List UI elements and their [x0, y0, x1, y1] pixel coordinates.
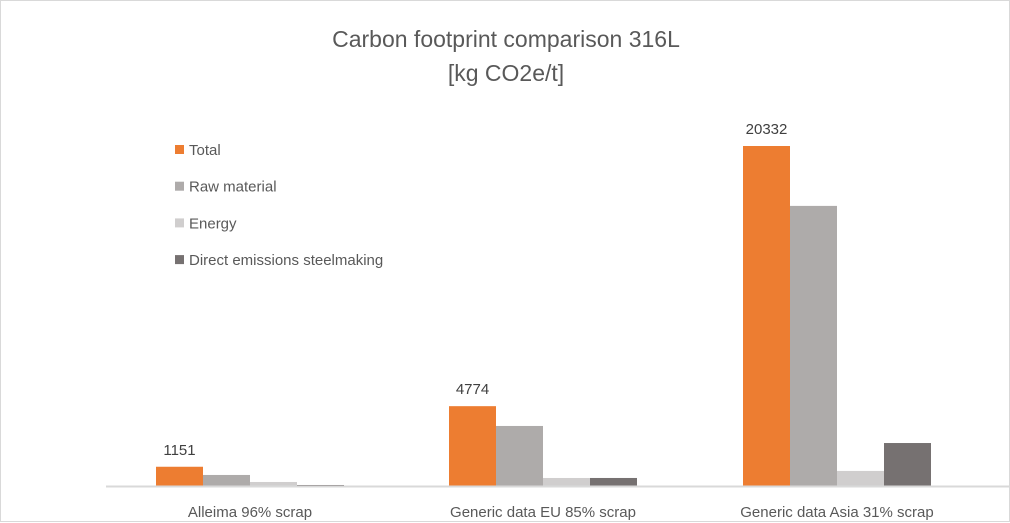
bar-energy — [250, 481, 297, 486]
x-tick-label: Generic data EU 85% scrap — [450, 504, 636, 521]
bar-direct-emissions-steelmaking — [590, 477, 637, 486]
legend-label: Energy — [189, 215, 237, 232]
legend-swatch — [175, 218, 184, 228]
bar-total — [743, 146, 790, 486]
bar-energy — [543, 477, 590, 486]
bar-direct-emissions-steelmaking — [884, 443, 931, 486]
legend-label: Raw material — [189, 179, 277, 196]
bar-raw-material — [203, 474, 250, 486]
bar-raw-material — [496, 425, 543, 486]
legend-label: Direct emissions steelmaking — [189, 252, 383, 269]
bar-energy — [837, 470, 884, 486]
bar-total — [449, 406, 496, 486]
bar-direct-emissions-steelmaking — [297, 484, 344, 486]
bar-total — [156, 466, 203, 486]
data-label: 20332 — [746, 121, 788, 138]
data-label: 1151 — [163, 442, 195, 459]
data-label: 4774 — [456, 381, 489, 398]
legend-swatch — [175, 255, 184, 265]
legend-swatch — [175, 181, 184, 191]
legend-swatch — [175, 145, 184, 154]
x-tick-label: Generic data Asia 31% scrap — [740, 504, 933, 521]
bar-raw-material — [790, 205, 837, 486]
x-tick-label: Alleima 96% scrap — [188, 504, 312, 521]
chart-subtitle: [kg CO2e/t] — [448, 60, 564, 86]
chart-title: Carbon footprint comparison 316L — [332, 26, 680, 52]
legend-label: Total — [189, 142, 221, 159]
